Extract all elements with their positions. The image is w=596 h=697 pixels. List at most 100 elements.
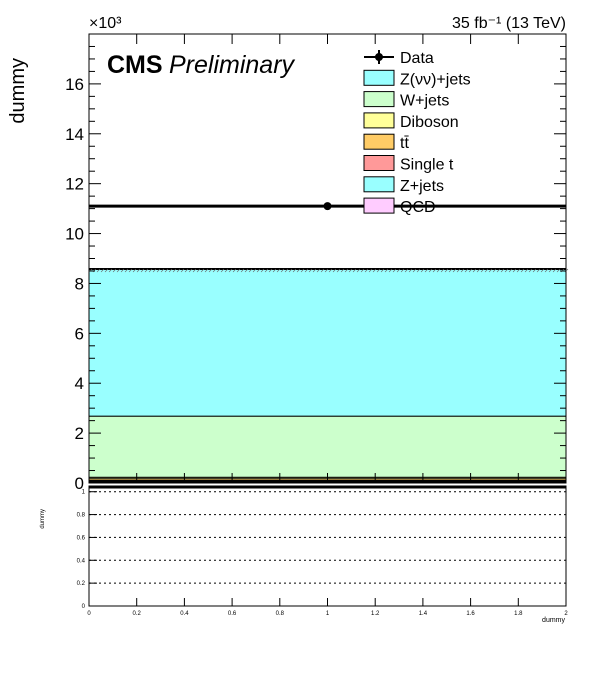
uncertainty-hatch — [436, 268, 441, 273]
uncertainty-hatch — [344, 268, 349, 273]
stack-bars — [88, 267, 569, 484]
y-axis-exponent: ×10³ — [89, 15, 122, 32]
data-point-group — [89, 202, 566, 211]
ratio-x-tick-label: 0.6 — [228, 611, 237, 617]
main-y-tick-label: 2 — [75, 424, 84, 443]
main-y-axis-label: dummy — [7, 58, 29, 124]
main-y-tick-label: 12 — [65, 175, 84, 194]
preliminary-label: Preliminary — [169, 51, 296, 79]
ratio-x-axis-label: dummy — [542, 617, 565, 624]
ratio-y-axis-label: dummy — [40, 509, 46, 529]
uncertainty-hatch — [540, 268, 545, 273]
uncertainty-hatch — [408, 268, 413, 273]
ratio-x-tick-label: 0.2 — [133, 611, 142, 617]
uncertainty-hatch — [196, 268, 201, 273]
uncertainty-hatch — [100, 268, 105, 273]
ratio-y-tick-label: 1 — [82, 490, 86, 496]
uncertainty-hatch — [248, 268, 253, 273]
legend-swatch — [363, 197, 395, 214]
uncertainty-hatch — [272, 268, 277, 273]
uncertainty-hatch — [204, 268, 209, 273]
legend-marker-dot — [375, 53, 383, 61]
uncertainty-hatch — [464, 268, 469, 273]
uncertainty-hatch — [388, 268, 393, 273]
legend-swatch — [363, 133, 395, 150]
uncertainty-hatch — [364, 268, 369, 273]
data-point-marker — [323, 202, 332, 211]
uncertainty-hatch — [292, 268, 297, 273]
uncertainty-hatch — [564, 268, 569, 273]
uncertainty-hatch — [304, 268, 309, 273]
legend-label: tt̄ — [400, 135, 409, 152]
uncertainty-hatch — [192, 268, 197, 273]
legend-label: Z(νν)+jets — [400, 71, 471, 88]
ratio-y-tick-label: 0.6 — [77, 535, 86, 541]
uncertainty-hatch — [324, 268, 329, 273]
legend-label: Diboson — [400, 114, 459, 131]
main-y-tick-label: 6 — [75, 324, 84, 343]
uncertainty-hatch — [312, 268, 317, 273]
uncertainty-hatch — [116, 268, 121, 273]
uncertainty-hatch — [240, 268, 245, 273]
ratio-x-tick-label: 2 — [564, 611, 568, 617]
main-y-tick-label: 10 — [65, 225, 84, 244]
uncertainty-hatch — [396, 268, 401, 273]
uncertainty-hatch — [156, 268, 161, 273]
uncertainty-hatch — [228, 268, 233, 273]
uncertainty-hatch — [512, 268, 517, 273]
uncertainty-hatch — [368, 268, 373, 273]
uncertainty-hatch — [96, 268, 101, 273]
uncertainty-hatch — [508, 268, 513, 273]
uncertainty-hatch — [260, 268, 265, 273]
legend-label: W+jets — [400, 93, 449, 110]
uncertainty-hatch — [236, 268, 241, 273]
uncertainty-hatch — [160, 268, 165, 273]
uncertainty-hatch — [136, 268, 141, 273]
ratio-y-tick-label: 0 — [82, 604, 86, 610]
uncertainty-hatch — [428, 268, 433, 273]
uncertainty-hatch — [256, 268, 261, 273]
uncertainty-hatch — [496, 268, 501, 273]
uncertainty-hatch — [288, 268, 293, 273]
uncertainty-hatch — [476, 268, 481, 273]
ratio-reference-lines — [89, 485, 566, 584]
legend-label: QCD — [400, 199, 436, 216]
uncertainty-hatch — [536, 268, 541, 273]
uncertainty-hatch — [416, 268, 421, 273]
uncertainty-hatch — [460, 268, 465, 273]
uncertainty-hatch — [140, 268, 145, 273]
uncertainty-hatch — [232, 268, 237, 273]
uncertainty-hatch — [516, 268, 521, 273]
uncertainty-hatch — [352, 268, 357, 273]
uncertainty-hatch — [220, 268, 225, 273]
legend-swatch — [363, 91, 395, 108]
legend-swatch — [363, 176, 395, 193]
uncertainty-hatch — [176, 268, 181, 273]
ratio-y-tick-label: 0.8 — [77, 513, 86, 519]
uncertainty-hatch — [548, 268, 553, 273]
uncertainty-hatch — [492, 268, 497, 273]
uncertainty-hatch — [532, 268, 537, 273]
uncertainty-hatch — [440, 268, 445, 273]
uncertainty-hatch — [308, 268, 313, 273]
legend: Data Z(νν)+jets W+jets Diboson tt̄ Single t Z+… — [363, 50, 471, 216]
main-y-tick-label: 4 — [75, 374, 84, 393]
uncertainty-hatch — [244, 268, 249, 273]
stack-bar-z-jets — [88, 268, 567, 417]
ratio-panel: 0 0.2 0.4 0.6 0.8 1 0 0.2 0.4 0.6 0.8 1 1.2 1.4 1.6 1.8… — [40, 485, 568, 624]
main-y-tick-label: 8 — [75, 274, 84, 293]
legend-label: Data — [400, 50, 434, 67]
uncertainty-hatch — [504, 268, 509, 273]
uncertainty-hatch — [456, 268, 461, 273]
uncertainty-hatch — [188, 268, 193, 273]
uncertainty-hatch — [120, 268, 125, 273]
uncertainty-hatch — [340, 268, 345, 273]
legend-swatch — [363, 155, 395, 171]
ratio-y-tick-label: 0.4 — [77, 558, 86, 564]
uncertainty-hatch — [252, 268, 257, 273]
uncertainty-hatch — [108, 268, 113, 273]
ratio-x-tick-label: 0 — [87, 611, 91, 617]
uncertainty-hatch — [448, 268, 453, 273]
uncertainty-hatch — [168, 268, 173, 273]
uncertainty-hatch — [300, 268, 305, 273]
